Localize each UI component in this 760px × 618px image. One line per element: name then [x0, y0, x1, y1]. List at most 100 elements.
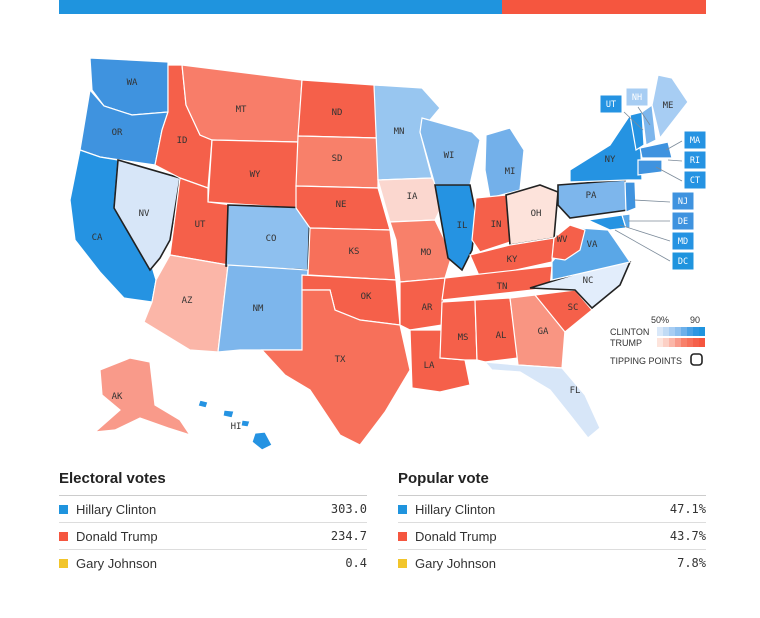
state-in[interactable] [471, 194, 511, 253]
popular-row: Gary Johnson 7.8% [398, 550, 706, 576]
color-swatch [59, 558, 68, 568]
label-va: VA [587, 240, 598, 250]
popular-vote-title: Popular vote [398, 470, 706, 496]
box-label-md: MD [678, 237, 688, 247]
box-nj[interactable] [671, 191, 695, 211]
candidate-value: 0.4 [345, 556, 367, 570]
candidate-value: 43.7% [669, 529, 706, 543]
electoral-row: Donald Trump 234.7 [59, 523, 367, 550]
box-dc[interactable] [671, 251, 695, 271]
candidate-name: Donald Trump [415, 528, 497, 544]
label-tn: TN [497, 282, 508, 292]
electoral-votes-title: Electoral votes [59, 470, 367, 496]
label-mo: MO [421, 248, 432, 258]
box-label-nj: NJ [678, 197, 688, 207]
color-swatch [398, 558, 407, 568]
electoral-row: Hillary Clinton 303.0 [59, 496, 367, 523]
label-in: IN [491, 220, 502, 230]
label-ny: NY [605, 155, 616, 165]
state-tx[interactable] [260, 289, 411, 446]
label-ok: OK [361, 292, 372, 302]
state-hi-3[interactable] [222, 409, 235, 419]
label-az: AZ [182, 296, 193, 306]
small-state-leader-lines [614, 106, 683, 262]
state-il[interactable] [434, 184, 477, 272]
box-ri[interactable] [683, 150, 707, 170]
state-oh[interactable] [505, 184, 559, 246]
label-wi: WI [444, 151, 455, 161]
label-mt: MT [236, 105, 247, 115]
candidate-name: Hillary Clinton [415, 501, 496, 517]
box-label-ct: CT [690, 176, 700, 186]
legend-clinton-scale [657, 327, 705, 336]
candidate-name: Gary Johnson [76, 555, 157, 571]
label-ar: AR [422, 303, 433, 313]
legend-tipping-swatch [690, 353, 703, 366]
state-hi[interactable] [251, 431, 273, 451]
state-ak[interactable] [93, 357, 192, 437]
box-label-dc: DC [678, 257, 688, 267]
label-sc: SC [568, 303, 579, 313]
label-sd: SD [332, 154, 343, 164]
box-ct[interactable] [683, 170, 707, 190]
state-ms[interactable] [439, 299, 478, 361]
color-swatch [398, 504, 407, 514]
state-me[interactable] [651, 74, 689, 140]
color-swatch [398, 531, 407, 541]
box-ut[interactable] [599, 94, 623, 114]
state-al[interactable] [474, 297, 519, 363]
state-hi-4[interactable] [240, 419, 251, 428]
label-ia: IA [407, 192, 418, 202]
box-label-ri: RI [690, 156, 700, 166]
legend-trump-scale [657, 338, 705, 347]
label-ga: GA [538, 327, 549, 337]
state-sc[interactable] [533, 289, 593, 333]
state-md[interactable] [585, 214, 627, 231]
state-hi-2[interactable] [197, 399, 209, 409]
state-fl[interactable] [483, 361, 601, 439]
label-nd: ND [332, 108, 343, 118]
candidate-name: Donald Trump [76, 528, 158, 544]
box-nh[interactable] [625, 87, 649, 107]
label-mi: MI [505, 167, 516, 177]
map-legend: 50% 90 CLINTON TRUMP TIPPING POINTS [610, 315, 705, 366]
state-mt[interactable] [181, 64, 303, 143]
candidate-value: 47.1% [669, 502, 706, 516]
label-oh: OH [531, 209, 542, 219]
trump-bar-segment [501, 0, 706, 14]
clinton-bar-segment [59, 0, 502, 14]
electoral-vote-bar [59, 0, 706, 14]
label-co: CO [266, 234, 277, 244]
label-ut: UT [195, 220, 206, 230]
state-ar[interactable] [399, 277, 446, 331]
popular-vote-panel: Popular vote Hillary Clinton 47.1% Donald … [398, 470, 706, 576]
legend-pct-low: 50% [651, 315, 669, 325]
label-wy: WY [250, 170, 261, 180]
state-ga[interactable] [509, 294, 566, 369]
label-tx: TX [335, 355, 346, 365]
label-wv: WV [557, 235, 568, 245]
label-nm: NM [253, 304, 264, 314]
color-swatch [59, 504, 68, 514]
candidate-value: 234.7 [330, 529, 367, 543]
candidate-name: Gary Johnson [415, 555, 496, 571]
state-wv[interactable] [551, 224, 586, 261]
box-ma[interactable] [683, 130, 707, 150]
state-mi[interactable] [484, 127, 525, 199]
box-label-de: DE [678, 217, 688, 227]
label-or: OR [112, 128, 123, 138]
state-nj[interactable] [624, 181, 637, 213]
box-label-ut: UT [606, 100, 616, 110]
legend-clinton-label: CLINTON [610, 327, 649, 337]
label-me: ME [663, 101, 674, 111]
state-ma[interactable] [639, 141, 673, 159]
box-de[interactable] [671, 211, 695, 231]
electoral-row: Gary Johnson 0.4 [59, 550, 367, 576]
label-pa: PA [586, 191, 597, 201]
legend-trump-label: TRUMP [610, 338, 642, 348]
label-ca: CA [92, 233, 103, 243]
box-md[interactable] [671, 231, 695, 251]
state-nh[interactable] [641, 103, 657, 146]
label-hi: HI [231, 422, 242, 432]
state-ct[interactable] [637, 159, 663, 176]
